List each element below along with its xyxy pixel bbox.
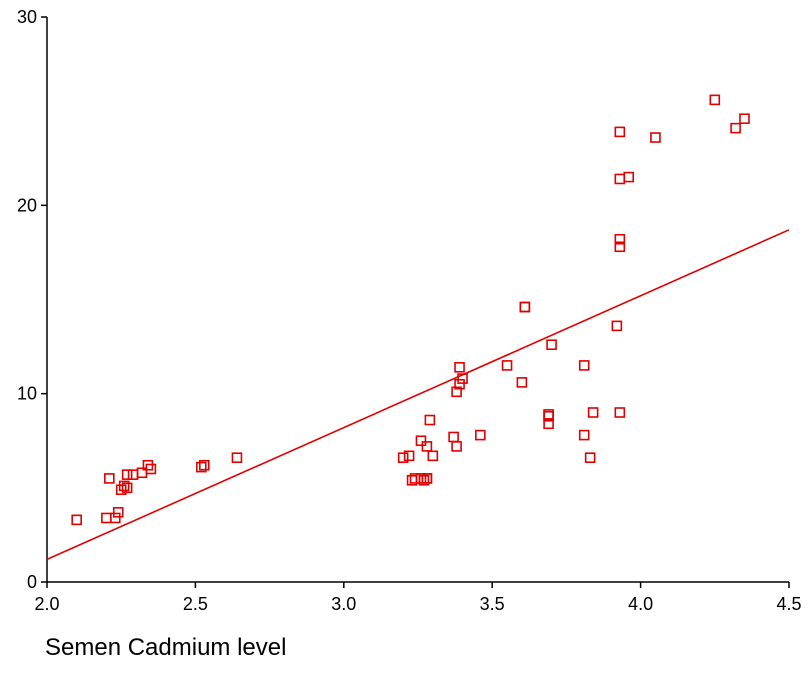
data-point — [101, 512, 112, 524]
data-point — [415, 473, 427, 484]
data-point — [424, 414, 436, 426]
data-point — [451, 386, 462, 398]
data-point — [112, 507, 124, 518]
y-tick-label: 0 — [27, 572, 37, 592]
y-tick-label: 20 — [17, 195, 37, 215]
data-point — [403, 450, 415, 462]
data-point — [516, 377, 528, 388]
data-point — [546, 339, 557, 351]
data-point — [71, 514, 82, 526]
data-point — [454, 361, 465, 373]
data-point — [196, 461, 207, 473]
data-point — [614, 241, 626, 253]
x-tick-label: 4.0 — [628, 594, 653, 614]
x-tick-label: 2.5 — [183, 594, 208, 614]
data-point — [118, 480, 130, 492]
x-axis-title: Semen Cadmium level — [45, 634, 287, 661]
data-point — [611, 320, 623, 332]
data-point — [519, 301, 531, 313]
data-point — [109, 512, 121, 524]
data-point — [543, 410, 554, 422]
data-point — [421, 473, 433, 484]
data-point — [519, 301, 531, 313]
data-point — [451, 441, 462, 452]
data-point — [231, 452, 243, 464]
data-point — [418, 474, 430, 486]
y-axis-ticks: 0 10 20 30 — [17, 7, 47, 592]
data-point — [614, 126, 626, 138]
data-point — [709, 94, 721, 106]
x-axis-ticks: 2.0 2.5 3.0 3.5 4.0 4.5 — [34, 582, 802, 614]
data-point — [397, 452, 409, 464]
scatter-chart: 0 10 20 30 2.0 2.5 3.0 3.5 4.0 4.5 — [17, 7, 802, 614]
data-point — [421, 441, 433, 452]
data-point — [454, 378, 465, 390]
data-point — [578, 360, 590, 371]
regression-line — [46, 229, 790, 561]
data-point — [199, 459, 210, 471]
data-point — [584, 452, 596, 464]
data-point — [145, 463, 157, 475]
data-point — [121, 482, 133, 494]
data-point — [614, 233, 626, 245]
data-point — [739, 113, 750, 124]
data-point — [578, 429, 590, 441]
data-point — [614, 407, 626, 418]
x-tick-label: 3.0 — [331, 594, 356, 614]
data-point — [623, 171, 635, 183]
data-point — [448, 431, 459, 443]
x-tick-label: 4.5 — [776, 594, 801, 614]
data-point — [121, 469, 133, 480]
data-point — [104, 473, 115, 484]
y-tick-label: 10 — [17, 384, 37, 404]
data-point — [457, 373, 468, 384]
plot-area: 0 10 20 30 2.0 2.5 3.0 3.5 4.0 4.5 — [17, 7, 802, 614]
data-point — [475, 429, 486, 441]
data-point — [127, 469, 139, 480]
data-point — [501, 360, 513, 371]
x-tick-label: 2.0 — [34, 594, 59, 614]
data-point — [427, 450, 439, 462]
data-point — [415, 435, 427, 447]
x-tick-label: 3.5 — [480, 594, 505, 614]
data-points — [71, 94, 750, 526]
data-point — [587, 407, 599, 418]
data-point — [730, 122, 741, 134]
y-tick-label: 30 — [17, 7, 37, 27]
data-point — [614, 173, 626, 185]
data-point — [650, 132, 661, 143]
